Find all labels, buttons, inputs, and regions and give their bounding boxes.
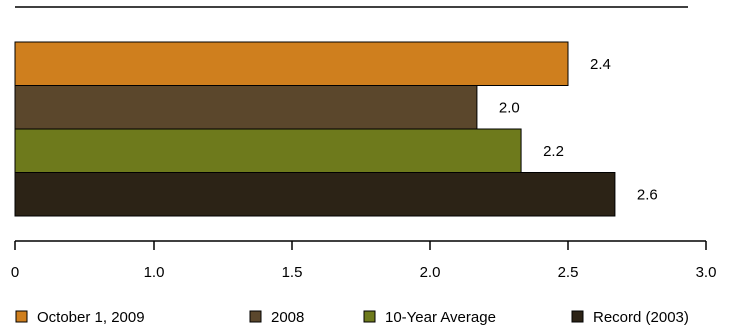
legend-swatch-1 [249,310,262,323]
legend-swatch-2 [363,310,376,323]
legend-label-1: 2008 [271,309,304,326]
bar-value-label-1: 2.0 [499,99,520,116]
bars-layer: 2.4 2.0 2.2 2.6 [14,41,658,217]
legend-swatch-0 [15,310,28,323]
x-tick-label-4: 2.5 [558,264,579,281]
legend-swatch-3 [571,310,584,323]
x-tick-label-3: 2.0 [420,264,441,281]
bar-2 [14,128,522,173]
x-tick-label-2: 1.5 [282,264,303,281]
legend-label-3: Record (2003) [593,309,689,326]
legend-label-0: October 1, 2009 [37,309,145,326]
x-axis: 0 1.0 1.5 2.0 2.5 3.0 [11,240,717,281]
bar-value-label-0: 2.4 [590,56,611,73]
bar-value-label-2: 2.2 [543,143,564,160]
x-tick-label-5: 3.0 [696,264,717,281]
bar-3 [14,172,616,217]
bar-0 [14,41,569,86]
bar-1 [14,85,478,130]
legend: October 1, 2009 2008 10-Year Average Record… [15,309,689,326]
x-tick-label-0: 0 [11,264,19,281]
bar-value-label-3: 2.6 [637,186,658,203]
legend-label-2: 10-Year Average [385,309,496,326]
x-tick-label-1: 1.0 [144,264,165,281]
